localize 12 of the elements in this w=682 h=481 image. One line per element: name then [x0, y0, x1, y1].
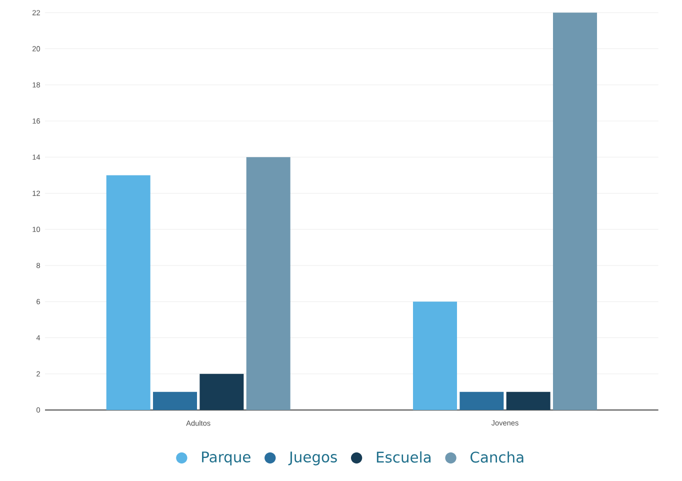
bar — [200, 374, 244, 410]
bar — [413, 302, 457, 410]
bar — [552, 12, 597, 410]
bar — [460, 392, 504, 410]
bar — [506, 392, 550, 410]
bar — [246, 157, 290, 410]
legend-label: Parque — [202, 452, 250, 466]
legend-label: Cancha — [470, 451, 524, 463]
bar — [153, 392, 198, 410]
legend-label: Escuela — [376, 451, 431, 463]
legend-label: Juegos — [288, 452, 337, 466]
bar — [106, 175, 150, 410]
